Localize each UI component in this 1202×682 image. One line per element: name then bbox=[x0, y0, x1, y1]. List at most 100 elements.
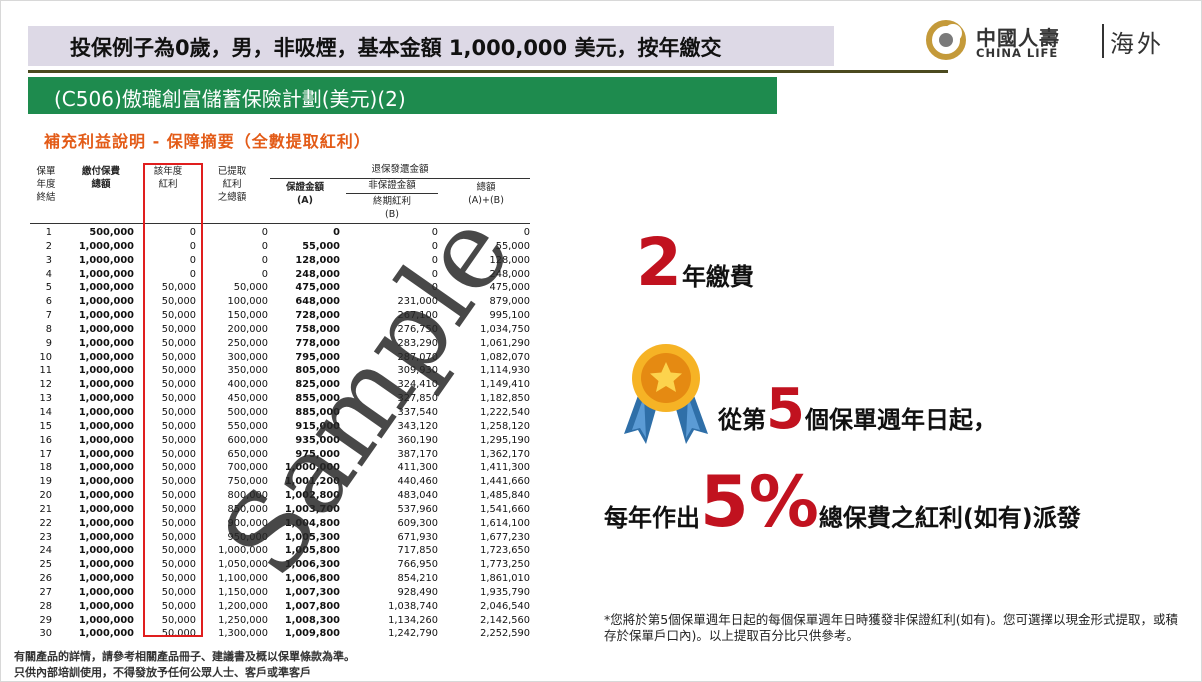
table-row: 28 1,000,000 50,000 1,200,000 1,007,800 … bbox=[30, 600, 540, 614]
cell-terminal: 854,210 bbox=[360, 572, 438, 586]
cell-premium: 1,000,000 bbox=[54, 586, 134, 600]
cell-year: 26 bbox=[30, 572, 52, 586]
cell-year: 5 bbox=[30, 281, 52, 295]
dividend-highlight-box bbox=[143, 163, 203, 637]
cell-total: 1,861,010 bbox=[450, 572, 530, 586]
cell-premium: 1,000,000 bbox=[54, 475, 134, 489]
cell-premium: 1,000,000 bbox=[54, 544, 134, 558]
cell-premium: 1,000,000 bbox=[54, 295, 134, 309]
cell-cumulative: 200,000 bbox=[202, 323, 268, 337]
cell-premium: 1,000,000 bbox=[54, 489, 134, 503]
cell-total: 1,485,840 bbox=[450, 489, 530, 503]
col-header-premium: 繳付保費 總額 bbox=[70, 165, 132, 191]
cell-year: 19 bbox=[30, 475, 52, 489]
title-divider bbox=[28, 70, 948, 73]
col-header-total: 總額 (A)+(B) bbox=[448, 181, 524, 207]
cell-premium: 1,000,000 bbox=[54, 558, 134, 572]
cell-terminal: 671,930 bbox=[360, 531, 438, 545]
cell-cumulative: 250,000 bbox=[202, 337, 268, 351]
cell-guaranteed: 55,000 bbox=[274, 240, 340, 254]
cell-year: 20 bbox=[30, 489, 52, 503]
cell-year: 29 bbox=[30, 614, 52, 628]
col-header-guaranteed: 保證金額 (A) bbox=[272, 181, 338, 207]
cell-premium: 1,000,000 bbox=[54, 309, 134, 323]
cell-year: 15 bbox=[30, 420, 52, 434]
cell-total: 1,723,650 bbox=[450, 544, 530, 558]
cell-premium: 1,000,000 bbox=[54, 572, 134, 586]
cell-premium: 1,000,000 bbox=[54, 627, 134, 641]
china-life-logo: 中國人壽 CHINA LIFE 海外 bbox=[924, 14, 1184, 66]
highlight-payment-term: 2年繳費 bbox=[636, 228, 754, 298]
cell-total: 1,614,100 bbox=[450, 517, 530, 531]
highlight-start-year: 從第5個保單週年日起， bbox=[718, 380, 997, 440]
table-row: 29 1,000,000 50,000 1,250,000 1,008,300 … bbox=[30, 614, 540, 628]
cell-guaranteed: 648,000 bbox=[274, 295, 340, 309]
highlight-dividend-rate: 每年作出5%總保費之紅利(如有)派發 bbox=[604, 462, 1081, 542]
col-header-non-guaranteed: 非保證金額 bbox=[346, 179, 438, 192]
cell-guaranteed: 0 bbox=[274, 226, 340, 240]
cell-year: 9 bbox=[30, 337, 52, 351]
cell-year: 6 bbox=[30, 295, 52, 309]
cell-guaranteed: 758,000 bbox=[274, 323, 340, 337]
cell-year: 22 bbox=[30, 517, 52, 531]
cell-cumulative: 1,200,000 bbox=[202, 600, 268, 614]
plan-title: (C506)傲瓏創富儲蓄保險計劃(美元)(2) bbox=[54, 83, 406, 112]
cell-total: 2,142,560 bbox=[450, 614, 530, 628]
cell-year: 2 bbox=[30, 240, 52, 254]
cell-premium: 1,000,000 bbox=[54, 517, 134, 531]
cell-terminal: 537,960 bbox=[360, 503, 438, 517]
cell-total: 2,046,540 bbox=[450, 600, 530, 614]
cell-total: 1,295,190 bbox=[450, 434, 530, 448]
cell-premium: 1,000,000 bbox=[54, 600, 134, 614]
cell-year: 13 bbox=[30, 392, 52, 406]
cell-cumulative: 0 bbox=[202, 254, 268, 268]
cell-year: 12 bbox=[30, 378, 52, 392]
cell-guaranteed: 1,007,800 bbox=[274, 600, 340, 614]
cell-premium: 1,000,000 bbox=[54, 337, 134, 351]
cell-year: 23 bbox=[30, 531, 52, 545]
cell-total: 1,182,850 bbox=[450, 392, 530, 406]
cell-premium: 1,000,000 bbox=[54, 281, 134, 295]
cell-cumulative: 350,000 bbox=[202, 364, 268, 378]
highlight-rate-suffix: 總保費之紅利(如有)派發 bbox=[819, 504, 1081, 532]
cell-premium: 1,000,000 bbox=[54, 434, 134, 448]
cell-year: 24 bbox=[30, 544, 52, 558]
cell-year: 1 bbox=[30, 226, 52, 240]
cell-premium: 1,000,000 bbox=[54, 351, 134, 365]
cell-year: 4 bbox=[30, 268, 52, 282]
highlight-years-number: 2 bbox=[636, 224, 682, 301]
cell-year: 14 bbox=[30, 406, 52, 420]
highlight-start-number: 5 bbox=[766, 377, 805, 442]
cell-premium: 1,000,000 bbox=[54, 254, 134, 268]
cell-total: 1,149,410 bbox=[450, 378, 530, 392]
disclaimer-line-2: 只供內部培訓使用，不得發放予任何公眾人士、客戶或準客戶 bbox=[14, 664, 311, 680]
cell-total: 1,541,660 bbox=[450, 503, 530, 517]
cell-premium: 1,000,000 bbox=[54, 420, 134, 434]
cell-cumulative: 500,000 bbox=[202, 406, 268, 420]
disclaimer-line-1: 有關產品的詳情，請參考相關產品冊子、建議書及概以保單條款為準。 bbox=[14, 648, 355, 664]
cell-year: 25 bbox=[30, 558, 52, 572]
cell-year: 10 bbox=[30, 351, 52, 365]
cell-total: 1,411,300 bbox=[450, 461, 530, 475]
cell-guaranteed: 728,000 bbox=[274, 309, 340, 323]
cell-total: 1,441,660 bbox=[450, 475, 530, 489]
cell-guaranteed: 1,008,300 bbox=[274, 614, 340, 628]
cell-premium: 1,000,000 bbox=[54, 614, 134, 628]
cell-cumulative: 0 bbox=[202, 268, 268, 282]
logo-overseas-label: 海外 bbox=[1110, 24, 1164, 59]
cell-total: 1,677,230 bbox=[450, 531, 530, 545]
page-title: 投保例子為0歲，男，非吸煙，基本金額 1,000,000 美元，按年繳交 bbox=[70, 32, 721, 62]
table-row: 12 1,000,000 50,000 400,000 825,000 324,… bbox=[30, 378, 540, 392]
cell-terminal: 717,850 bbox=[360, 544, 438, 558]
cell-premium: 1,000,000 bbox=[54, 461, 134, 475]
table-row: 30 1,000,000 50,000 1,300,000 1,009,800 … bbox=[30, 627, 540, 641]
cell-premium: 500,000 bbox=[54, 226, 134, 240]
cell-total: 1,773,250 bbox=[450, 558, 530, 572]
cell-total: 1,222,540 bbox=[450, 406, 530, 420]
logo-separator bbox=[1102, 24, 1104, 58]
cell-premium: 1,000,000 bbox=[54, 268, 134, 282]
highlight-rate-number: 5% bbox=[700, 461, 819, 543]
cell-cumulative: 1,100,000 bbox=[202, 572, 268, 586]
cell-cumulative: 150,000 bbox=[202, 309, 268, 323]
cell-year: 16 bbox=[30, 434, 52, 448]
